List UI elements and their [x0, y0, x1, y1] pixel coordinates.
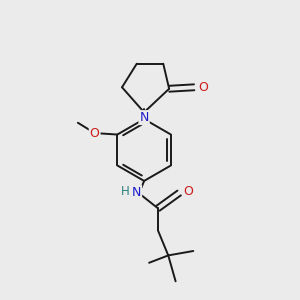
- Text: H: H: [121, 185, 130, 198]
- Text: O: O: [183, 185, 193, 198]
- Text: O: O: [198, 81, 208, 94]
- Text: N: N: [140, 111, 149, 124]
- Text: N: N: [132, 186, 141, 199]
- Text: O: O: [90, 127, 100, 140]
